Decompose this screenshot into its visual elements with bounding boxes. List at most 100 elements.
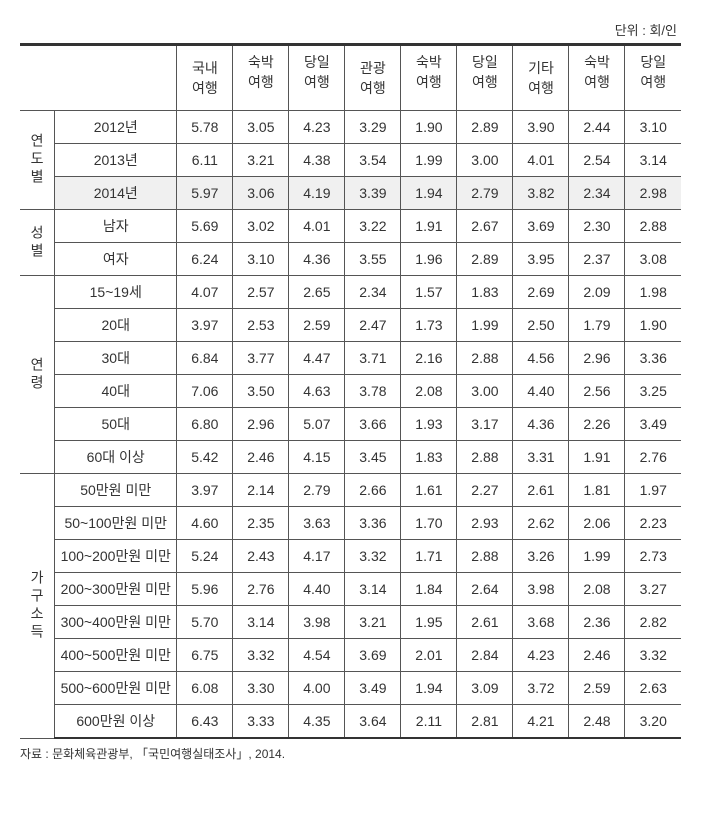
cell-value: 2.79 xyxy=(457,177,513,210)
cell-value: 3.33 xyxy=(233,705,289,739)
cell-value: 3.71 xyxy=(345,342,401,375)
cell-value: 1.91 xyxy=(569,441,625,474)
cell-value: 1.90 xyxy=(401,111,457,144)
cell-value: 4.36 xyxy=(289,243,345,276)
cell-value: 5.42 xyxy=(177,441,233,474)
cell-value: 3.14 xyxy=(345,573,401,606)
cell-value: 1.99 xyxy=(457,309,513,342)
cell-value: 2.88 xyxy=(457,342,513,375)
table-row: 30대6.843.774.473.712.162.884.562.963.36 xyxy=(20,342,681,375)
cell-value: 2.01 xyxy=(401,639,457,672)
cell-value: 3.69 xyxy=(513,210,569,243)
row-label: 30대 xyxy=(55,342,177,375)
cell-value: 2.61 xyxy=(513,474,569,507)
table-row: 40대7.063.504.633.782.083.004.402.563.25 xyxy=(20,375,681,408)
cell-value: 3.32 xyxy=(625,639,681,672)
cell-value: 3.78 xyxy=(345,375,401,408)
cell-value: 2.09 xyxy=(569,276,625,309)
cell-value: 2.89 xyxy=(457,111,513,144)
cell-value: 4.23 xyxy=(289,111,345,144)
cell-value: 2.37 xyxy=(569,243,625,276)
cell-value: 2.08 xyxy=(569,573,625,606)
cell-value: 6.11 xyxy=(177,144,233,177)
row-label: 50대 xyxy=(55,408,177,441)
cell-value: 2.46 xyxy=(233,441,289,474)
cell-value: 2.48 xyxy=(569,705,625,739)
cell-value: 4.47 xyxy=(289,342,345,375)
cell-value: 2.65 xyxy=(289,276,345,309)
cell-value: 3.21 xyxy=(345,606,401,639)
table-row: 2014년5.973.064.193.391.942.793.822.342.9… xyxy=(20,177,681,210)
table-row: 500~600만원 미만6.083.304.003.491.943.093.72… xyxy=(20,672,681,705)
table-row: 300~400만원 미만5.703.143.983.211.952.613.68… xyxy=(20,606,681,639)
cell-value: 3.20 xyxy=(625,705,681,739)
table-row: 20대3.972.532.592.471.731.992.501.791.90 xyxy=(20,309,681,342)
cell-value: 5.07 xyxy=(289,408,345,441)
cell-value: 2.08 xyxy=(401,375,457,408)
cell-value: 4.15 xyxy=(289,441,345,474)
header-sub-0-1: 당일여행 xyxy=(289,45,345,99)
cell-value: 3.36 xyxy=(345,507,401,540)
unit-label: 단위 : 회/인 xyxy=(20,20,681,39)
cell-value: 2.67 xyxy=(457,210,513,243)
row-label: 200~300만원 미만 xyxy=(55,573,177,606)
cell-value: 3.49 xyxy=(345,672,401,705)
cell-value: 1.94 xyxy=(401,672,457,705)
cell-value: 3.21 xyxy=(233,144,289,177)
cell-value: 3.97 xyxy=(177,309,233,342)
cell-value: 3.22 xyxy=(345,210,401,243)
cell-value: 2.69 xyxy=(513,276,569,309)
cell-value: 5.69 xyxy=(177,210,233,243)
cell-value: 2.88 xyxy=(457,540,513,573)
cell-value: 3.31 xyxy=(513,441,569,474)
cell-value: 1.96 xyxy=(401,243,457,276)
cell-value: 3.00 xyxy=(457,375,513,408)
table-row: 50~100만원 미만4.602.353.633.361.702.932.622… xyxy=(20,507,681,540)
table-row: 여자6.243.104.363.551.962.893.952.373.08 xyxy=(20,243,681,276)
cell-value: 2.53 xyxy=(233,309,289,342)
cell-value: 4.36 xyxy=(513,408,569,441)
row-label: 50만원 미만 xyxy=(55,474,177,507)
table-row: 400~500만원 미만6.753.324.543.692.012.844.23… xyxy=(20,639,681,672)
table-row: 가구소득50만원 미만3.972.142.792.661.612.272.611… xyxy=(20,474,681,507)
cell-value: 4.17 xyxy=(289,540,345,573)
cell-value: 4.07 xyxy=(177,276,233,309)
cell-value: 3.69 xyxy=(345,639,401,672)
row-label: 300~400만원 미만 xyxy=(55,606,177,639)
cell-value: 3.27 xyxy=(625,573,681,606)
cell-value: 2.66 xyxy=(345,474,401,507)
row-label: 60대 이상 xyxy=(55,441,177,474)
table-row: 2013년6.113.214.383.541.993.004.012.543.1… xyxy=(20,144,681,177)
row-group-label: 연령 xyxy=(20,276,55,474)
cell-value: 2.82 xyxy=(625,606,681,639)
cell-value: 3.10 xyxy=(233,243,289,276)
cell-value: 6.75 xyxy=(177,639,233,672)
cell-value: 2.76 xyxy=(233,573,289,606)
cell-value: 2.36 xyxy=(569,606,625,639)
table-row: 50대6.802.965.073.661.933.174.362.263.49 xyxy=(20,408,681,441)
cell-value: 3.63 xyxy=(289,507,345,540)
row-label: 40대 xyxy=(55,375,177,408)
header-blank xyxy=(20,45,177,111)
cell-value: 1.91 xyxy=(401,210,457,243)
cell-value: 5.24 xyxy=(177,540,233,573)
cell-value: 2.30 xyxy=(569,210,625,243)
cell-value: 3.98 xyxy=(289,606,345,639)
cell-value: 2.98 xyxy=(625,177,681,210)
row-label: 100~200만원 미만 xyxy=(55,540,177,573)
cell-value: 3.68 xyxy=(513,606,569,639)
cell-value: 2.23 xyxy=(625,507,681,540)
header-main-2: 기타여행 xyxy=(513,45,569,111)
cell-value: 3.97 xyxy=(177,474,233,507)
cell-value: 3.49 xyxy=(625,408,681,441)
row-label: 2012년 xyxy=(55,111,177,144)
cell-value: 3.77 xyxy=(233,342,289,375)
cell-value: 1.57 xyxy=(401,276,457,309)
cell-value: 2.89 xyxy=(457,243,513,276)
cell-value: 3.14 xyxy=(233,606,289,639)
cell-value: 1.79 xyxy=(569,309,625,342)
cell-value: 2.56 xyxy=(569,375,625,408)
table-row: 연도별2012년5.783.054.233.291.902.893.902.44… xyxy=(20,111,681,144)
cell-value: 6.80 xyxy=(177,408,233,441)
cell-value: 2.11 xyxy=(401,705,457,739)
